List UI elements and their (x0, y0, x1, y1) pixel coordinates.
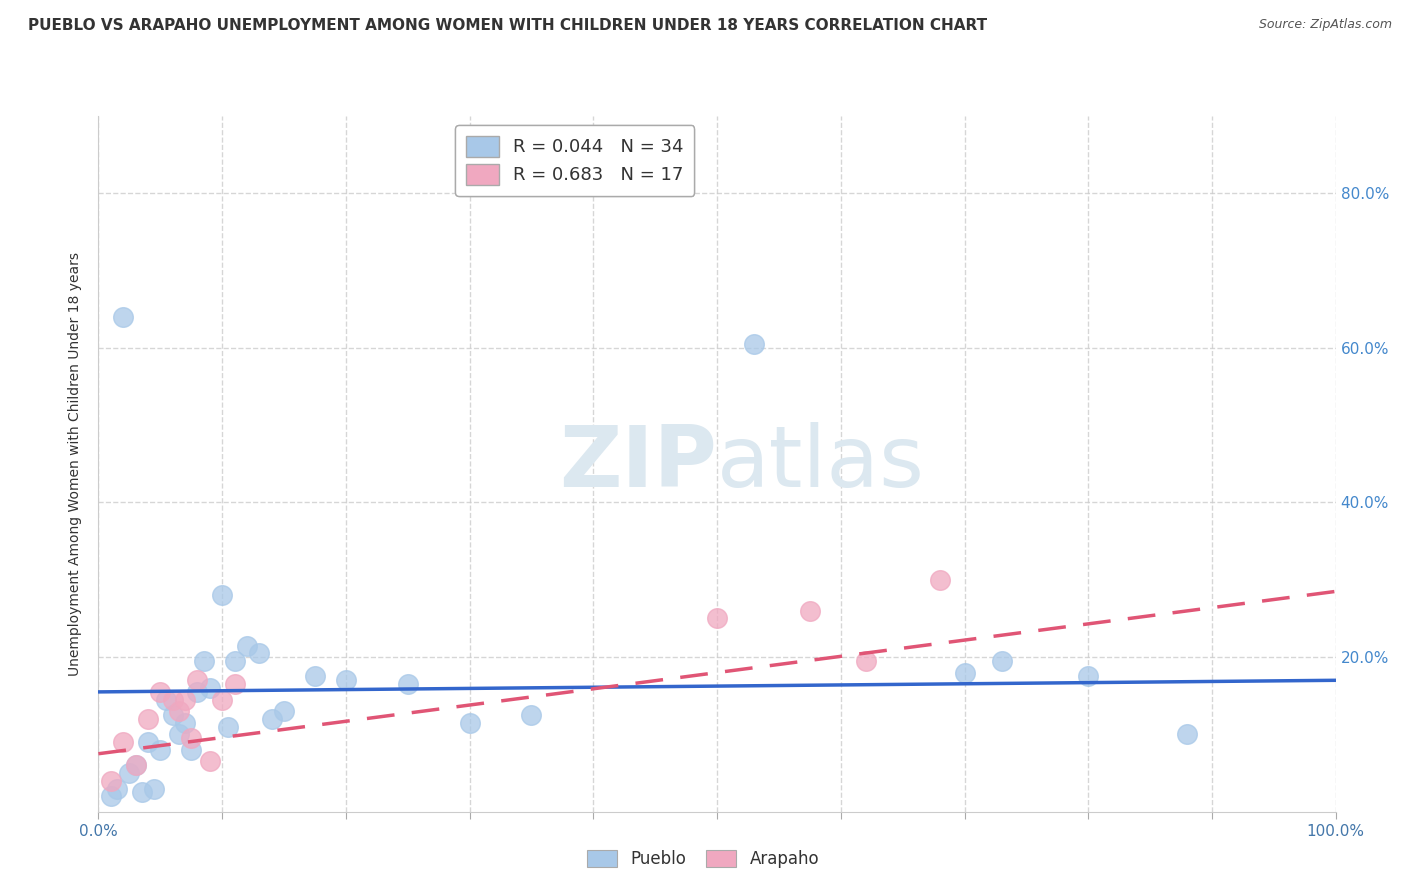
Point (105, 781, 128, 796)
Point (990, 654, 1012, 668)
Text: PUEBLO VS ARAPAHO UNEMPLOYMENT AMONG WOMEN WITH CHILDREN UNDER 18 YEARS CORRELAT: PUEBLO VS ARAPAHO UNEMPLOYMENT AMONG WOM… (28, 18, 987, 33)
Point (198, 681, 221, 695)
Point (167, 727, 190, 741)
Point (855, 654, 877, 668)
Point (112, 735, 135, 749)
Point (247, 646, 270, 660)
Point (180, 743, 202, 757)
Point (211, 588, 233, 602)
Point (198, 755, 221, 769)
Point (112, 310, 135, 324)
Point (224, 654, 246, 668)
Point (100, 789, 122, 804)
Point (149, 685, 172, 699)
Point (335, 673, 357, 688)
Legend: R = 0.044   N = 34, R = 0.683   N = 17: R = 0.044 N = 34, R = 0.683 N = 17 (456, 125, 695, 195)
Point (211, 692, 233, 706)
Text: Source: ZipAtlas.com: Source: ZipAtlas.com (1258, 18, 1392, 31)
Point (186, 685, 208, 699)
Point (131, 785, 153, 799)
Point (162, 692, 184, 706)
Point (136, 735, 159, 749)
Point (149, 743, 172, 757)
Point (1175, 727, 1198, 741)
Text: ZIP: ZIP (560, 422, 717, 506)
Point (458, 715, 481, 730)
Point (224, 677, 246, 691)
Point (1077, 669, 1099, 683)
Point (174, 715, 197, 730)
Point (155, 692, 177, 706)
Point (742, 337, 765, 351)
Point (304, 669, 326, 683)
Point (167, 704, 190, 718)
Point (136, 712, 159, 726)
Point (100, 773, 122, 788)
Legend: Pueblo, Arapaho: Pueblo, Arapaho (581, 843, 825, 875)
Y-axis label: Unemployment Among Women with Children Under 18 years: Unemployment Among Women with Children U… (69, 252, 83, 676)
Point (217, 720, 239, 734)
Point (260, 712, 283, 726)
Point (162, 708, 184, 723)
Point (799, 604, 821, 618)
Point (180, 731, 202, 746)
Point (236, 639, 259, 653)
Point (143, 781, 166, 796)
Point (706, 611, 728, 625)
Point (186, 673, 208, 688)
Text: atlas: atlas (717, 422, 925, 506)
Point (118, 766, 141, 780)
Point (273, 704, 295, 718)
Point (124, 758, 146, 772)
Point (174, 692, 197, 706)
Point (953, 665, 976, 680)
Point (396, 677, 419, 691)
Point (928, 573, 950, 587)
Point (124, 758, 146, 772)
Point (193, 654, 215, 668)
Point (520, 708, 543, 723)
